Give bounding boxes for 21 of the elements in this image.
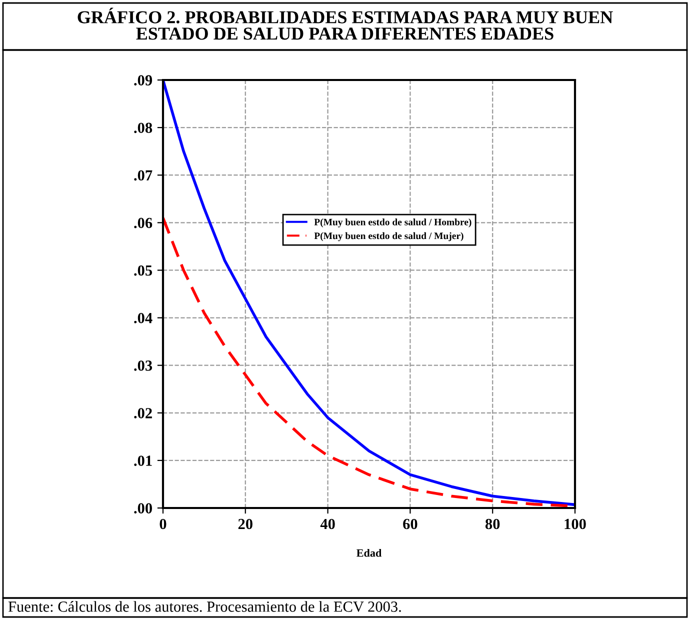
x-tick-label: 20 <box>238 518 252 530</box>
chart-title: GRÁFICO 2. PROBABILIDADES ESTIMADAS PARA MUY BUEN ESTADO DE SALUD PARA DIFERENTES EDADES <box>78 8 613 40</box>
y-tick-label: .00 <box>134 503 152 514</box>
y-tick-label: .07 <box>134 170 152 181</box>
y-tick-label: .03 <box>134 360 152 371</box>
x-tick-label: 40 <box>320 518 335 530</box>
x-tick-label: 80 <box>485 518 500 530</box>
y-tick-label: .04 <box>134 312 152 324</box>
x-tick-label: 0 <box>160 518 166 530</box>
y-tick-label: .08 <box>134 122 152 134</box>
legend-label: P(Muy buen estdo de salud / Mujer) <box>314 232 464 242</box>
y-tick-label: .05 <box>134 265 152 276</box>
y-tick-label: .02 <box>134 408 152 418</box>
y-tick-label: .06 <box>134 218 152 228</box>
y-tick-label: .01 <box>134 456 152 466</box>
legend-label: P(Muy buen estdo de salud / Hombre) <box>314 218 472 228</box>
x-tick-label: 100 <box>564 518 586 530</box>
x-tick-label: 60 <box>403 518 418 530</box>
x-axis-title: Edad <box>356 548 382 557</box>
source-note: Fuente: Cálculos de los autores. Procesamiento de la ECV 2003. <box>8 601 401 612</box>
y-tick-label: .09 <box>134 75 152 86</box>
